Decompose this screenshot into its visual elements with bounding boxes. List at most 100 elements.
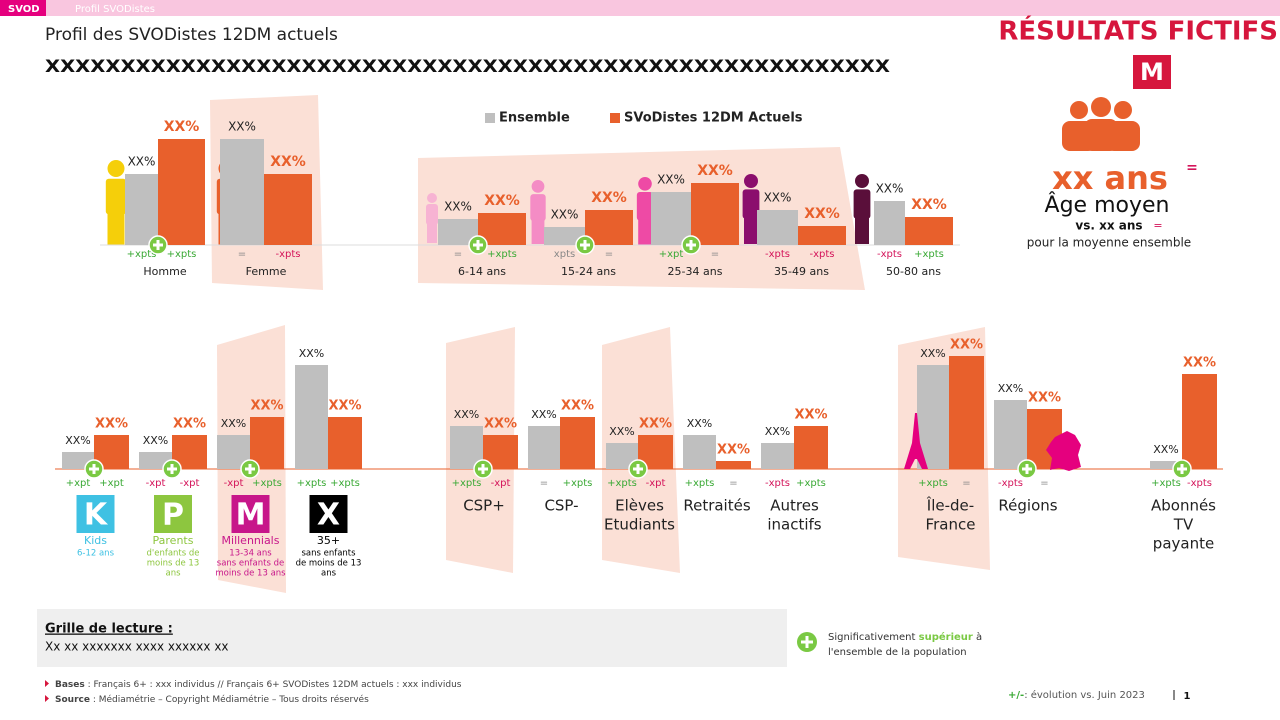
significance-plus [801, 636, 813, 648]
evolution-label: +xpts [127, 249, 157, 260]
significance-plus [580, 240, 590, 250]
value-label: XX% [764, 191, 792, 205]
icon-sub: sans enfants de [217, 559, 284, 569]
person-body [530, 194, 546, 221]
person-head [531, 180, 545, 193]
value-label: XX% [950, 338, 983, 353]
bar [560, 417, 595, 469]
value-label: XX% [444, 200, 472, 214]
evolution-label: = [962, 478, 970, 489]
evolution-label: -xpts [765, 249, 790, 260]
evolution-label: +xpts [918, 478, 948, 489]
bar [220, 139, 264, 245]
reading-text: Xx xx xxxxxxx xxxx xxxxxx xx [45, 640, 229, 654]
icon-sub: sans enfants [301, 549, 356, 559]
icon-label: 35+ [317, 534, 340, 547]
value-label: XX% [270, 154, 306, 170]
significance-part: à [976, 631, 982, 643]
category-label: inactifs [767, 516, 821, 534]
evolution-label: +xpts [252, 478, 282, 489]
icon-box [231, 495, 270, 533]
value-label: XX% [609, 425, 635, 438]
value-label: XX% [920, 347, 946, 360]
icon-sub: de moins de 13 [296, 559, 362, 569]
bar [716, 461, 751, 469]
bar [158, 139, 205, 245]
evolution-label: = [454, 249, 462, 260]
category-label: Île-de- [926, 496, 974, 515]
category-label: 25-34 ans [668, 265, 723, 278]
value-label: XX% [484, 417, 517, 432]
category-label: payante [1153, 535, 1214, 553]
logo-box [1133, 55, 1171, 89]
bar [794, 426, 828, 469]
evolution-label: -xpt [646, 478, 666, 489]
bases-label: Bases [55, 680, 85, 690]
bar [757, 210, 798, 245]
significance-plus [473, 240, 483, 250]
bases-text: : Français 6+ : xxx individus // Françai… [88, 680, 462, 690]
evolution-label: +xpts [796, 478, 826, 489]
person-head [744, 174, 758, 188]
evolution-sign: +/- [1008, 690, 1024, 701]
bar [328, 417, 362, 469]
category-label: France [926, 516, 976, 534]
evolution-text: : évolution vs. Juin 2023 [1024, 689, 1145, 701]
icon-box [76, 495, 115, 533]
bar [761, 443, 794, 469]
value-label: XX% [551, 208, 579, 222]
icon-sub: 6-12 ans [77, 549, 115, 559]
evolution-label: = [238, 249, 246, 260]
value-label: XX% [804, 206, 840, 222]
evolution-label: -xpt [491, 478, 511, 489]
evolution-label: +xpts [452, 478, 482, 489]
person-icon [105, 160, 127, 245]
icon-sub: ans [321, 569, 337, 579]
person-head [107, 160, 125, 177]
bar [683, 435, 716, 469]
age-comparison-sign: = [1153, 219, 1162, 232]
category-label: Régions [998, 497, 1057, 515]
icon-letter: X [317, 498, 340, 533]
bar [250, 417, 284, 469]
icon-box [309, 495, 348, 533]
bar [1150, 461, 1182, 469]
france-icon [1046, 431, 1081, 471]
person-legs [531, 219, 545, 244]
category-label: 6-14 ans [458, 265, 506, 278]
evolution-label: -xpts [809, 249, 834, 260]
person-body [853, 189, 871, 219]
age-label: Âge moyen [1045, 192, 1170, 218]
reading-title: Grille de lecture : [45, 622, 173, 637]
value-label: XX% [911, 197, 947, 213]
icon-box [154, 495, 192, 533]
value-label: XX% [228, 120, 256, 134]
category-label: CSP- [544, 497, 578, 515]
person-body [742, 189, 760, 219]
value-label: XX% [143, 434, 169, 447]
person-icon [853, 174, 871, 244]
source-text: : Médiamétrie – Copyright Médiamétrie – … [93, 694, 369, 705]
icon-letter: K [84, 498, 109, 533]
significance-plus [245, 464, 255, 474]
bar [528, 426, 560, 469]
person-icon [426, 193, 438, 243]
bar [651, 192, 691, 245]
evolution-label: -xpts [275, 249, 300, 260]
bullets [45, 680, 49, 702]
tag-box [0, 0, 46, 16]
bar [264, 174, 312, 245]
significance-plus [153, 240, 163, 250]
evolution-label: +xpts [330, 478, 360, 489]
icon-sub: ans [165, 569, 181, 579]
value-label: XX% [328, 399, 361, 414]
age-note: pour la moyenne ensemble [1027, 236, 1191, 250]
value-label: XX% [299, 347, 325, 360]
person-body [636, 191, 654, 221]
significance-line2: l'ensemble de la population [828, 647, 967, 658]
evolution-label: +xpts [1151, 478, 1181, 489]
bar [585, 210, 633, 245]
category-label: Elèves [615, 497, 664, 515]
evolution-label: +xpts [914, 249, 944, 260]
evolution-label: +xpts [685, 478, 715, 489]
